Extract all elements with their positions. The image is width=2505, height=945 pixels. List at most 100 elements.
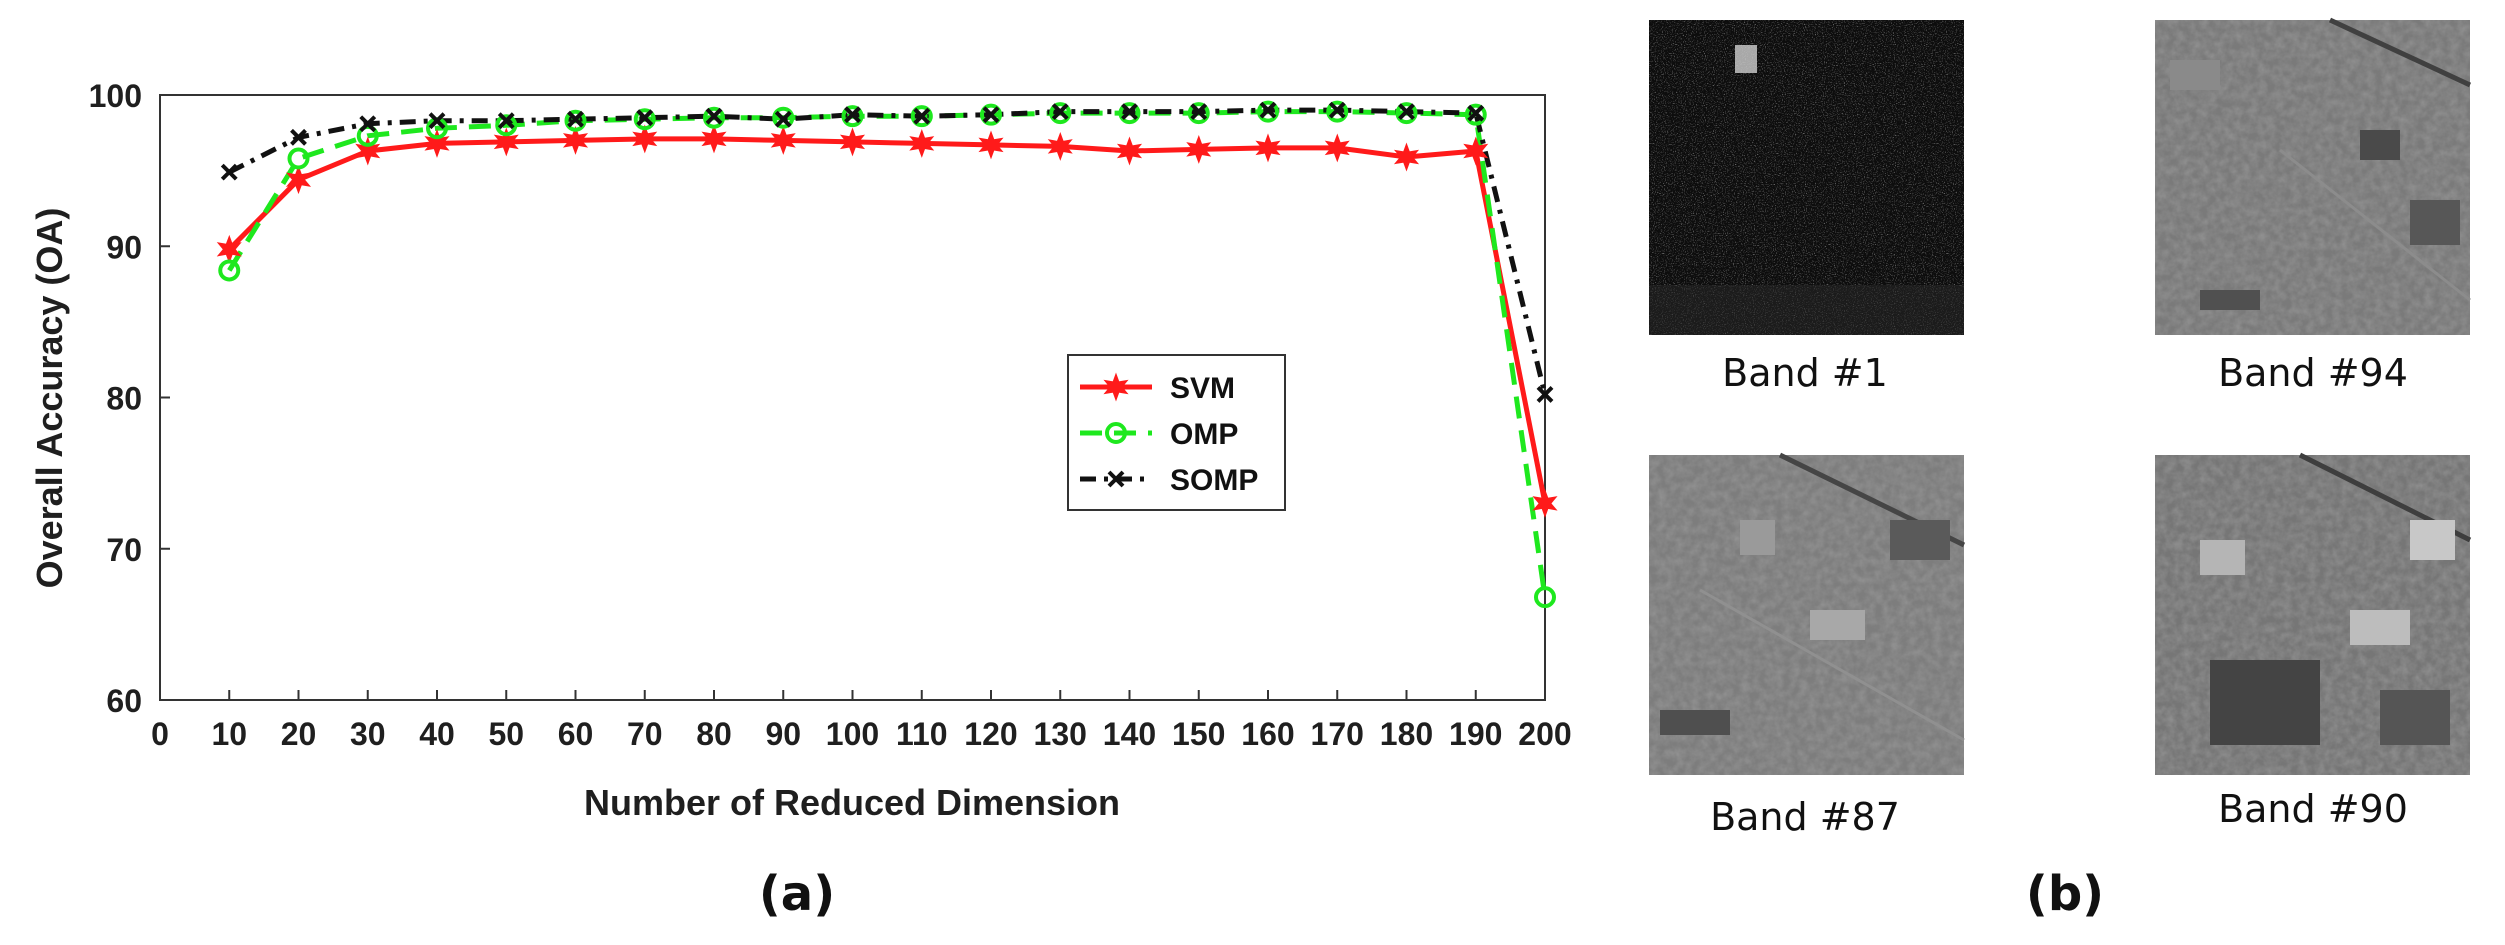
point-somp (844, 106, 861, 124)
x-axis: 0 10 20 30 40 50 60 70 80 90 100 110 120 130 140 150 160… (151, 690, 1572, 752)
series-line-somp (228, 107, 1548, 396)
point-somp (913, 107, 931, 125)
x-tick-label: 140 (1103, 716, 1156, 752)
y-tick-label: 100 (89, 78, 142, 114)
point-svm (1047, 131, 1073, 161)
y-tick-label: 80 (106, 381, 142, 417)
caption-a: (a) (759, 866, 835, 922)
y-tick-label: 90 (106, 229, 142, 265)
point-omp (980, 103, 1002, 126)
point-somp (1051, 103, 1069, 121)
x-tick-label: 100 (826, 716, 879, 752)
x-tick-label: 10 (211, 716, 247, 752)
point-omp (772, 106, 795, 129)
point-somp (982, 106, 1000, 124)
point-svm (701, 124, 727, 154)
legend-label-somp: SOMP (1170, 464, 1258, 497)
point-svm (1324, 133, 1350, 163)
line-chart: 0 10 20 30 40 50 60 70 80 90 100 110 120 130 140 150 160… (29, 78, 1572, 823)
legend-label-omp: OMP (1170, 418, 1238, 451)
point-omp (218, 259, 241, 282)
point-svm (285, 165, 312, 195)
band-label-94: Band #94 (2218, 351, 2408, 395)
legend-marker-somp (1107, 470, 1125, 488)
point-omp (1464, 103, 1487, 126)
x-tick-label: 70 (627, 716, 663, 752)
point-somp (1121, 103, 1138, 121)
point-somp (1467, 104, 1485, 122)
x-tick-label: 20 (281, 716, 317, 752)
legend-label-svm: SVM (1170, 372, 1235, 405)
point-omp (910, 105, 933, 128)
point-svm (839, 127, 866, 157)
band-image-94 (2155, 17, 2472, 335)
band-image-grid: Band #1 Band #94 Band #87 Band #90 (1649, 17, 2472, 839)
point-svm (978, 130, 1004, 160)
x-tick-label: 50 (488, 716, 524, 752)
point-omp (1118, 102, 1141, 125)
point-somp (1536, 386, 1554, 403)
point-svm (493, 127, 519, 157)
x-tick-label: 110 (896, 716, 948, 752)
x-tick-label: 130 (1034, 716, 1087, 752)
point-svm (355, 136, 381, 166)
x-tick-label: 90 (765, 716, 801, 752)
x-tick-label: 60 (558, 716, 594, 752)
point-omp (841, 105, 864, 128)
point-omp (287, 147, 310, 170)
band-image-1 (1649, 20, 1964, 335)
band-label-90: Band #90 (2218, 787, 2408, 831)
x-tick-label: 120 (964, 716, 1017, 752)
legend: SVM OMP SOMP (1067, 354, 1286, 511)
point-omp (356, 124, 379, 147)
legend-marker-svm (1103, 372, 1129, 402)
series-lines (227, 107, 1548, 598)
y-tick-label: 60 (106, 683, 142, 719)
y-tick-label: 70 (106, 532, 142, 568)
x-tick-label: 170 (1311, 716, 1364, 752)
point-svm (562, 125, 589, 155)
point-somp (428, 112, 446, 130)
point-svm (1532, 488, 1558, 518)
point-somp (705, 107, 723, 125)
point-svm (632, 124, 658, 154)
legend-marker-omp (1105, 422, 1127, 444)
x-tick-label: 40 (419, 716, 455, 752)
x-tick-label: 190 (1449, 716, 1502, 752)
point-somp (220, 163, 238, 181)
point-omp (633, 108, 656, 131)
point-somp (1190, 103, 1208, 121)
x-tick-label: 180 (1380, 716, 1433, 752)
point-omp (703, 106, 725, 129)
point-somp (636, 109, 654, 127)
point-omp (495, 114, 518, 137)
point-somp (1259, 101, 1277, 119)
point-svm (1463, 136, 1489, 166)
point-omp (1326, 100, 1349, 123)
x-axis-label: Number of Reduced Dimension (584, 782, 1120, 823)
plot-frame (159, 94, 1546, 701)
point-omp (1187, 102, 1210, 125)
band-image-90 (2155, 452, 2472, 775)
point-svm (424, 128, 450, 158)
series-line-svm (227, 136, 1548, 504)
legend-box (1067, 354, 1286, 511)
point-svm (1393, 142, 1420, 172)
point-svm (1116, 136, 1143, 166)
band-label-87: Band #87 (1710, 795, 1900, 839)
point-svm (1186, 134, 1212, 164)
y-axis: 60 70 80 90 100 (89, 78, 170, 719)
x-tick-label: 30 (350, 716, 386, 752)
band-label-1: Band #1 (1722, 351, 1888, 395)
caption-b: (b) (2026, 866, 2104, 922)
x-tick-label: 200 (1518, 716, 1571, 752)
y-axis-label: Overall Accuracy (OA) (29, 208, 70, 589)
x-tick-label: 80 (696, 716, 732, 752)
point-somp (1398, 103, 1415, 121)
point-omp (1395, 102, 1418, 125)
point-svm (909, 128, 935, 158)
series-markers (216, 100, 1558, 609)
point-omp (1049, 102, 1072, 125)
point-somp (290, 128, 307, 146)
